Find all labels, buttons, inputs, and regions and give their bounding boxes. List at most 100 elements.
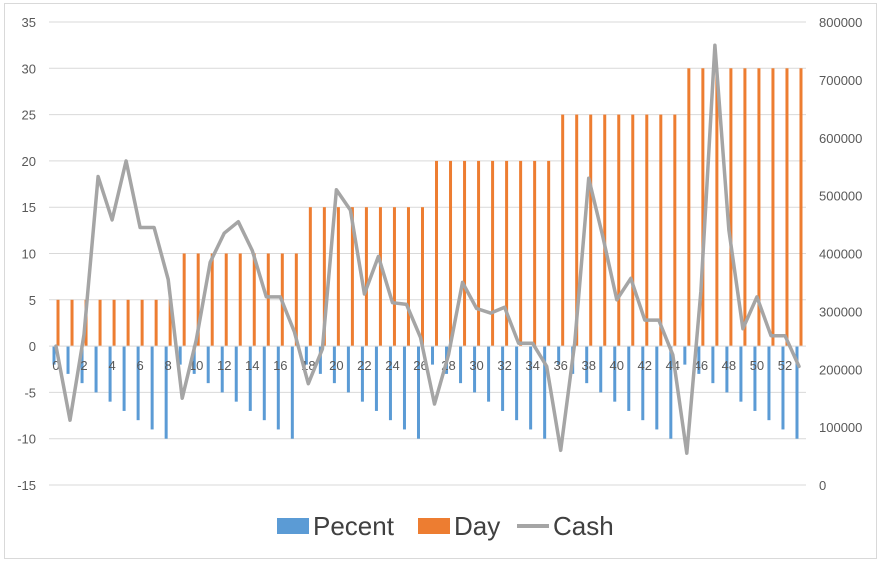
pecent-bar xyxy=(669,346,673,439)
x-tick-label: 2 xyxy=(80,358,87,373)
day-bar xyxy=(266,253,270,347)
left-tick-label: 20 xyxy=(22,154,36,169)
x-tick-label: 30 xyxy=(469,358,483,373)
left-tick-label: 0 xyxy=(29,339,36,354)
pecent-bar xyxy=(501,346,505,411)
pecent-bar xyxy=(80,346,84,384)
pecent-bar xyxy=(220,346,224,393)
day-bar xyxy=(406,207,410,347)
pecent-bar xyxy=(739,346,743,402)
day-bar xyxy=(449,160,453,347)
day-bar xyxy=(224,253,228,347)
pecent-bar xyxy=(515,346,519,421)
x-tick-label: 36 xyxy=(553,358,567,373)
x-tick-label: 14 xyxy=(245,358,259,373)
day-bar xyxy=(505,160,509,347)
pecent-bar xyxy=(122,346,126,411)
day-bar xyxy=(463,160,467,347)
right-axis-ticks: 0 100000 200000 300000 400000 500000 600000 700… xyxy=(819,15,862,493)
pecent-bar xyxy=(52,346,56,365)
pecent-bar xyxy=(487,346,491,402)
left-tick-label: 30 xyxy=(22,61,36,76)
day-bar xyxy=(336,207,340,347)
pecent-bar xyxy=(697,346,701,374)
pecent-bar xyxy=(557,346,561,365)
legend-label-cash: Cash xyxy=(553,511,614,541)
pecent-bar xyxy=(431,346,435,365)
pecent-bar xyxy=(683,346,687,365)
pecent-bar xyxy=(627,346,631,411)
x-tick-label: 34 xyxy=(525,358,539,373)
day-bar xyxy=(435,160,439,347)
x-tick-label: 12 xyxy=(217,358,231,373)
x-tick-label: 0 xyxy=(52,358,59,373)
day-bar xyxy=(238,253,242,347)
pecent-bar xyxy=(529,346,533,430)
x-tick-label: 46 xyxy=(694,358,708,373)
pecent-bar xyxy=(234,346,238,402)
left-tick-label: -10 xyxy=(17,432,36,447)
pecent-bar xyxy=(613,346,617,402)
pecent-bar xyxy=(346,346,350,393)
pecent-bar xyxy=(94,346,98,393)
day-bar xyxy=(701,68,705,347)
day-bar xyxy=(294,253,298,347)
right-tick-label: 600000 xyxy=(819,131,862,146)
pecent-bar xyxy=(725,346,729,393)
pecent-bar xyxy=(108,346,112,402)
pecent-bar xyxy=(248,346,252,411)
day-bar xyxy=(350,207,354,347)
pecent-bar xyxy=(543,346,547,439)
x-tick-label: 6 xyxy=(137,358,144,373)
day-bar xyxy=(140,299,144,347)
pecent-bar xyxy=(781,346,785,430)
left-tick-label: 35 xyxy=(22,15,36,30)
pecent-bar xyxy=(178,346,182,365)
legend-swatch-day xyxy=(418,518,450,534)
right-tick-label: 100000 xyxy=(819,420,862,435)
right-tick-label: 400000 xyxy=(819,247,862,262)
x-tick-label: 20 xyxy=(329,358,343,373)
day-bar xyxy=(729,68,733,347)
left-tick-label: 25 xyxy=(22,108,36,123)
day-bar xyxy=(631,114,635,347)
day-bar xyxy=(252,253,256,347)
pecent-bar xyxy=(795,346,799,439)
pecent-bar xyxy=(711,346,715,384)
day-bar xyxy=(392,207,396,347)
x-tick-label: 42 xyxy=(638,358,652,373)
cash-line-group xyxy=(54,43,801,455)
left-tick-label: 15 xyxy=(22,200,36,215)
left-tick-label: 5 xyxy=(29,293,36,308)
right-tick-label: 300000 xyxy=(819,304,862,319)
left-tick-label: -5 xyxy=(24,385,36,400)
pecent-bar xyxy=(262,346,266,421)
day-bar xyxy=(561,114,565,347)
pecent-bar xyxy=(276,346,280,430)
pecent-bar xyxy=(388,346,392,421)
pecent-bar xyxy=(290,346,294,439)
day-bar xyxy=(182,253,186,347)
x-tick-label: 52 xyxy=(778,358,792,373)
day-bar xyxy=(645,114,649,347)
pecent-bar xyxy=(585,346,589,384)
day-bar xyxy=(785,68,789,347)
pecent-bar xyxy=(318,346,322,374)
day-bar xyxy=(757,68,761,347)
day-bar xyxy=(743,68,747,347)
pecent-bar xyxy=(332,346,336,384)
day-bar xyxy=(364,207,368,347)
pecent-bars xyxy=(52,346,799,439)
pecent-bar xyxy=(767,346,771,421)
x-axis-ticks: 0 2 4 6 8 10 12 14 16 18 20 22 24 26 28 30 32 34 36 38 40 42 4… xyxy=(52,358,792,373)
day-bar xyxy=(322,207,326,347)
right-tick-label: 800000 xyxy=(819,15,862,30)
left-tick-label: 10 xyxy=(22,247,36,262)
pecent-bar xyxy=(360,346,364,402)
day-bar xyxy=(715,68,719,347)
day-bar xyxy=(575,114,579,347)
x-tick-label: 50 xyxy=(750,358,764,373)
x-tick-label: 8 xyxy=(165,358,172,373)
x-tick-label: 48 xyxy=(722,358,736,373)
